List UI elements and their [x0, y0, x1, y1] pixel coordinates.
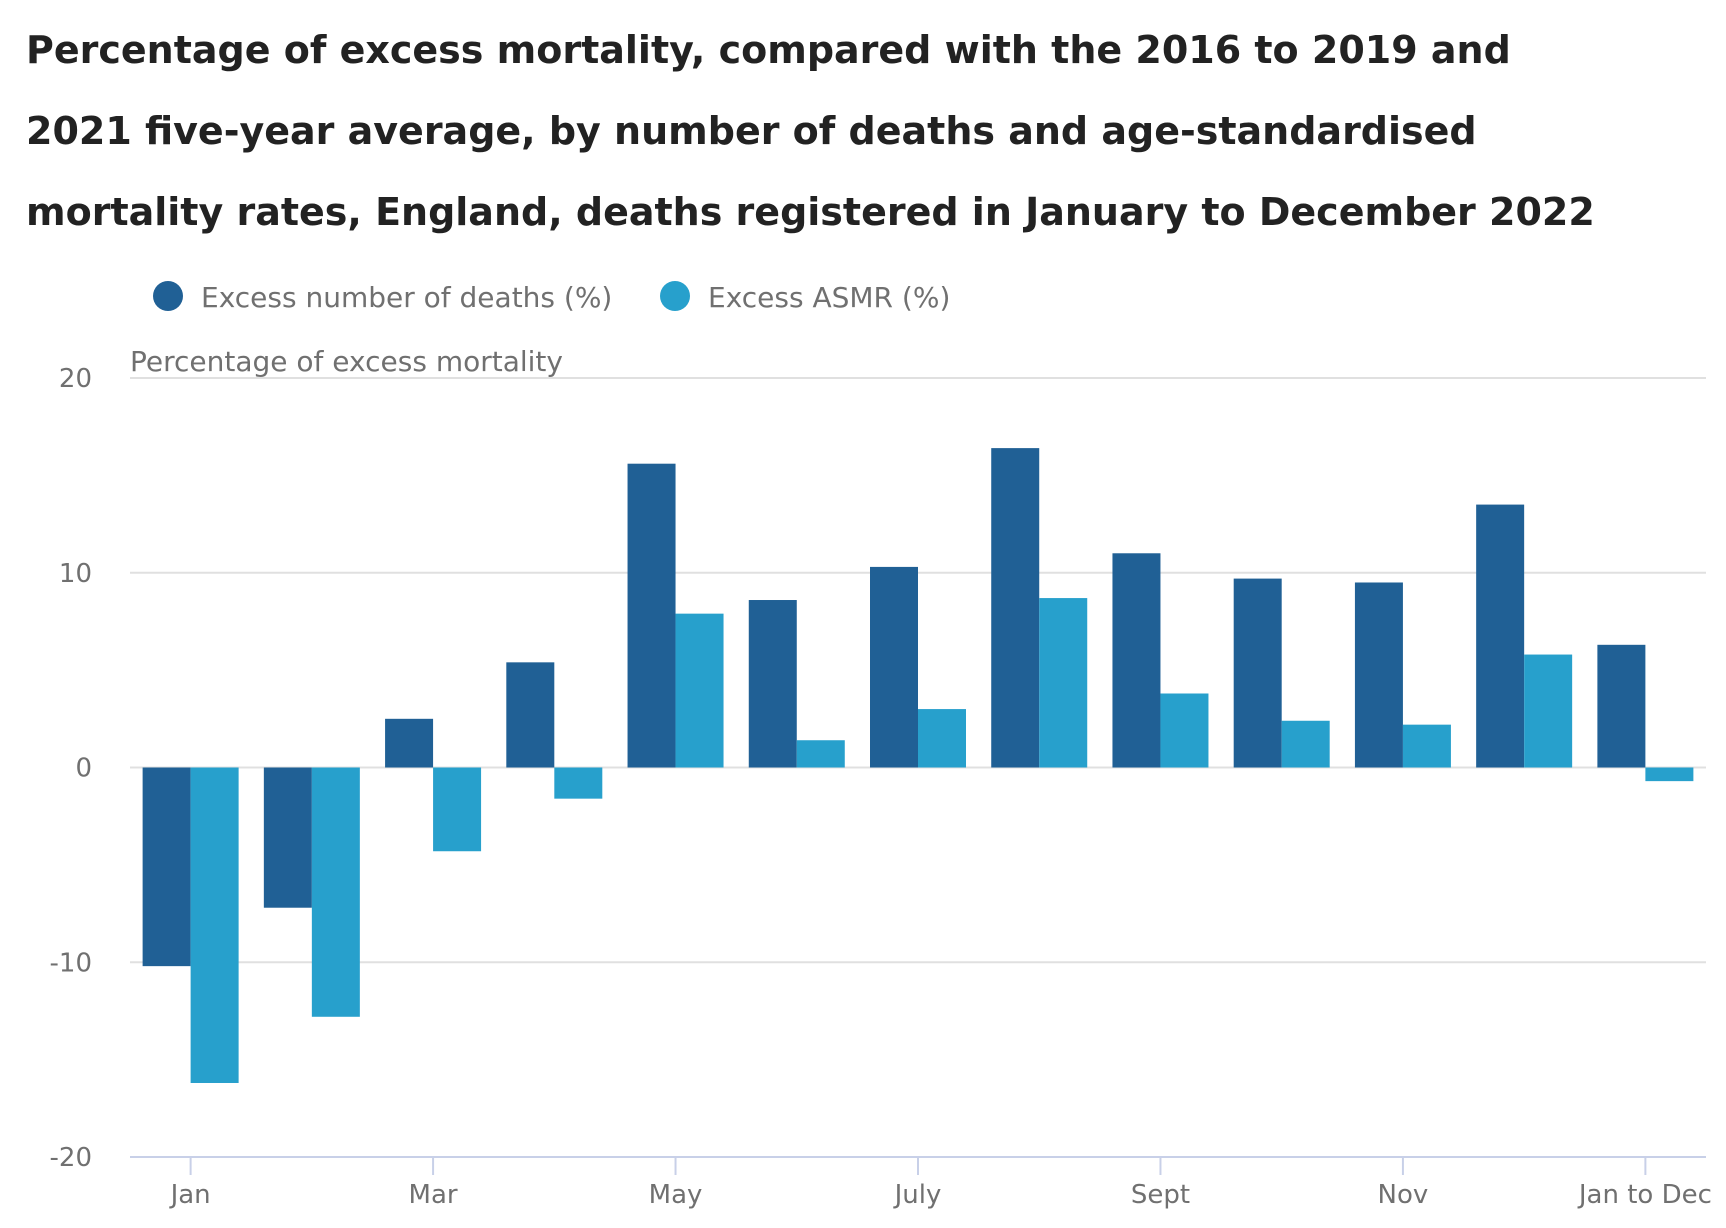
bar-deaths-12[interactable] [1476, 504, 1525, 768]
bar-asmr-12[interactable] [1524, 654, 1573, 768]
bar-deaths-8[interactable] [991, 448, 1040, 768]
bar-asmr-2[interactable] [311, 767, 360, 1017]
y-tick-label: 0 [75, 754, 92, 784]
legend-label-2: Excess ASMR (%) [708, 281, 950, 314]
bar-deaths-5[interactable] [627, 463, 676, 768]
x-tick-label: Jan [169, 1180, 211, 1210]
bar-asmr-5[interactable] [675, 613, 724, 768]
bars [142, 448, 1694, 1083]
bar-asmr-9[interactable] [1160, 693, 1209, 768]
legend-label-1: Excess number of deaths (%) [201, 281, 612, 314]
y-tick-label: -20 [50, 1143, 92, 1173]
x-tick-label: July [893, 1180, 942, 1210]
bar-deaths-11[interactable] [1354, 582, 1403, 768]
chart-title: Percentage of excess mortality, compared… [26, 28, 1595, 234]
bar-deaths-10[interactable] [1233, 578, 1282, 768]
bar-deaths-6[interactable] [748, 600, 797, 768]
legend-swatch-2 [660, 281, 690, 311]
y-tick-label: -10 [50, 948, 92, 978]
bar-deaths-13[interactable] [1597, 644, 1646, 768]
y-tick-label: 10 [59, 559, 92, 589]
bar-asmr-10[interactable] [1281, 720, 1330, 768]
bar-asmr-6[interactable] [796, 740, 845, 768]
bar-asmr-3[interactable] [433, 767, 482, 852]
bar-asmr-4[interactable] [554, 767, 603, 799]
y-axis-title: Percentage of excess mortality [130, 345, 563, 378]
y-tick-label: 20 [59, 364, 92, 394]
x-tick-label: Jan to Dec [1577, 1180, 1712, 1210]
bar-asmr-11[interactable] [1402, 724, 1451, 768]
y-axis-ticks: 20 10 0 -10 -20 [50, 364, 92, 1173]
x-tick-label: Mar [409, 1180, 458, 1210]
bar-deaths-2[interactable] [263, 767, 312, 908]
bar-asmr-13[interactable] [1645, 767, 1694, 782]
x-tick-label: Nov [1378, 1180, 1429, 1210]
bar-deaths-1[interactable] [142, 767, 191, 967]
bar-deaths-9[interactable] [1112, 553, 1161, 768]
legend-swatch-1 [153, 281, 183, 311]
bar-deaths-3[interactable] [385, 718, 434, 768]
bar-deaths-7[interactable] [870, 566, 918, 768]
x-tick-label: Sept [1131, 1180, 1190, 1210]
bar-asmr-1[interactable] [190, 767, 239, 1083]
x-tick-label: May [649, 1180, 703, 1210]
bar-asmr-7[interactable] [918, 709, 966, 768]
legend: Excess number of deaths (%) Excess ASMR (… [153, 281, 950, 314]
bar-asmr-8[interactable] [1039, 598, 1088, 768]
x-axis: Jan Mar May July Sept Nov Jan to Dec [130, 1156, 1712, 1210]
bar-deaths-4[interactable] [506, 662, 555, 768]
